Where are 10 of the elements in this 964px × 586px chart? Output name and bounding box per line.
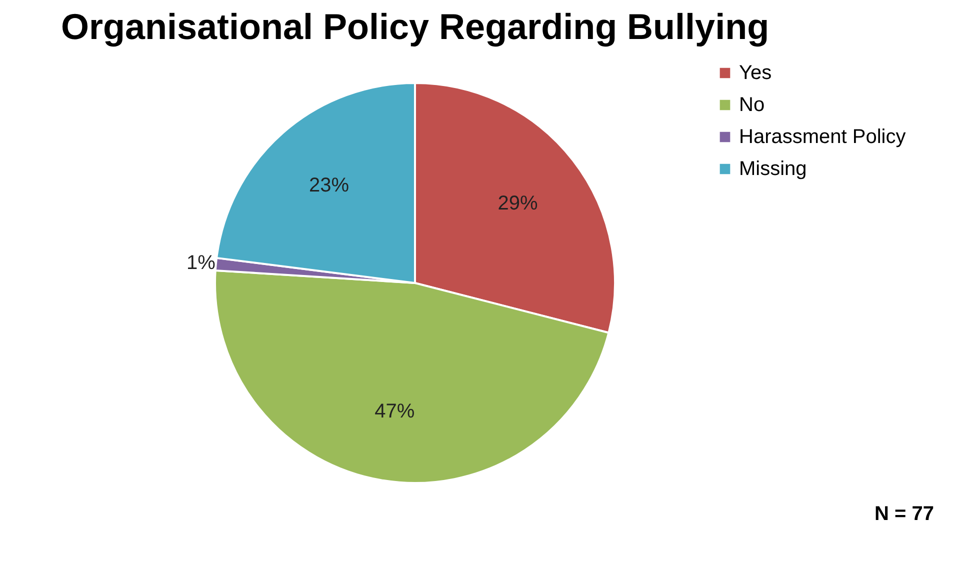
- legend-label: Harassment Policy: [739, 126, 906, 148]
- data-label: 29%: [498, 192, 538, 214]
- data-label: 23%: [309, 174, 350, 196]
- data-label: 1%: [186, 252, 216, 274]
- data-label: 47%: [374, 400, 415, 422]
- chart-title: Organisational Policy Regarding Bullying: [60, 6, 770, 47]
- legend-label: Yes: [739, 62, 772, 84]
- legend-label: Missing: [739, 158, 807, 180]
- legend-label: No: [739, 94, 765, 116]
- text: N = 77: [874, 503, 934, 526]
